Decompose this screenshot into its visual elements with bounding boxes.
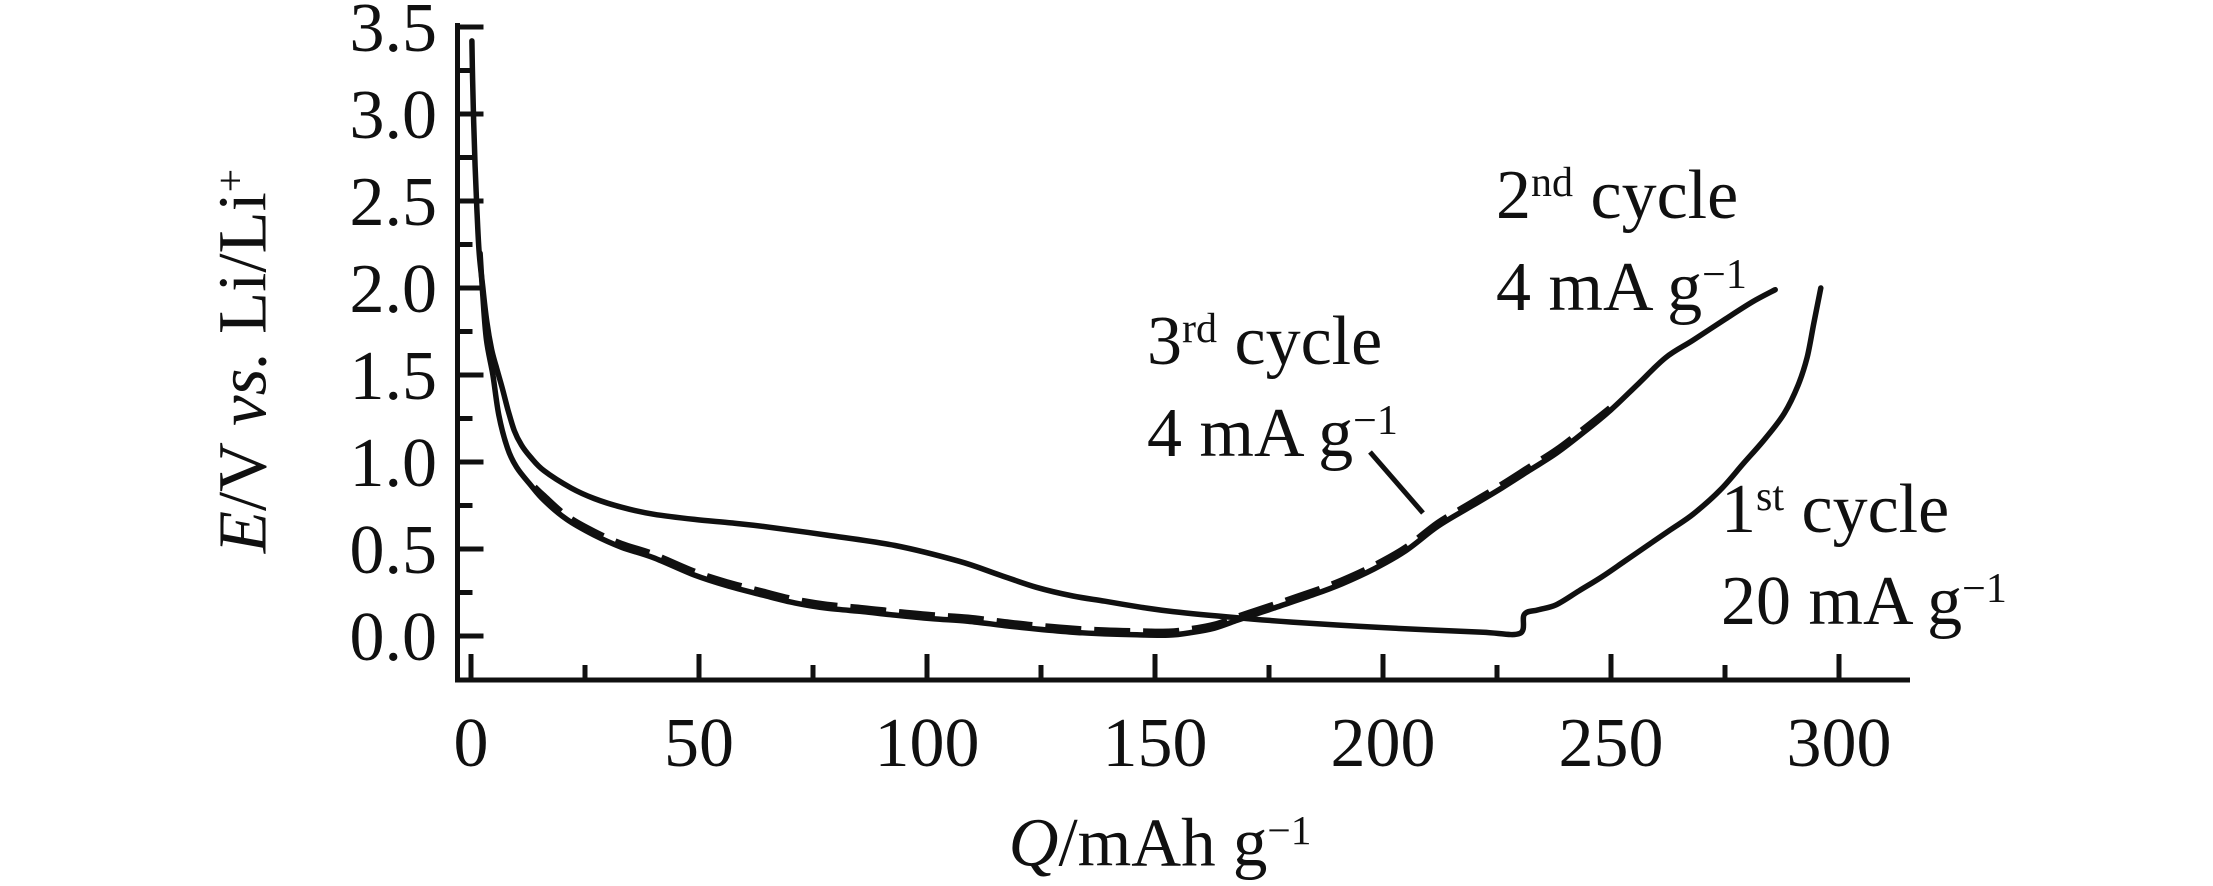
y-axis-label: E/V vs. Li/Li+	[204, 169, 283, 553]
annotation-2nd-cycle: 2nd cycle 4 mA g−1	[1496, 150, 1747, 334]
annotation-2nd-cycle-line2: 4 mA g−1	[1496, 242, 1747, 334]
x-axis-label-unit: /mAh g	[1058, 804, 1268, 881]
annotation-1st-num: 1	[1721, 471, 1756, 548]
annotation-2nd-cycle-word: cycle	[1573, 157, 1739, 234]
y-axis-tick-label: 3.5	[350, 0, 438, 67]
annotation-3rd-cycle: 3rd cycle 4 mA g−1	[1147, 296, 1398, 480]
annotation-3rd-cycle-line2: 4 mA g−1	[1147, 388, 1398, 480]
y-axis-label-sup: +	[206, 168, 253, 193]
annotation-2nd-num: 2	[1496, 157, 1531, 234]
annotation-3rd-rate-sup: −1	[1353, 398, 1398, 445]
annotation-2nd-rate-sup: −1	[1702, 252, 1747, 299]
annotation-2nd-ordinal: nd	[1531, 160, 1573, 207]
x-axis-tick-label: 200	[1331, 705, 1436, 782]
y-axis-label-E: E	[204, 511, 281, 554]
annotation-3rd-ordinal: rd	[1182, 306, 1217, 353]
x-axis-label-sup: −1	[1267, 806, 1312, 853]
annotation-1st-rate: 20 mA g	[1721, 563, 1963, 640]
annotation-3rd-cycle-word: cycle	[1217, 303, 1383, 380]
x-axis-label-Q: Q	[1008, 804, 1059, 881]
y-axis-label-vs: vs.	[204, 351, 281, 426]
annotation-1st-rate-sup: −1	[1962, 566, 2007, 613]
annotation-2nd-rate: 4 mA g	[1496, 249, 1703, 326]
annotation-3rd-rate: 4 mA g	[1147, 395, 1354, 472]
annotation-1st-ordinal: st	[1756, 474, 1785, 521]
annotation-3rd-leader-line	[1368, 450, 1425, 515]
y-axis-tick-label: 2.5	[350, 164, 438, 241]
curve-2nd-cycle	[477, 250, 1778, 638]
y-axis-tick-label: 1.5	[350, 338, 438, 415]
annotation-1st-cycle-line2: 20 mA g−1	[1721, 556, 2007, 648]
annotation-1st-cycle: 1st cycle 20 mA g−1	[1721, 464, 2007, 648]
annotation-3rd-cycle-line1: 3rd cycle	[1147, 296, 1398, 388]
y-axis-tick-label: 0.5	[350, 512, 438, 589]
annotation-1st-cycle-line1: 1st cycle	[1721, 464, 2007, 556]
y-axis-label-unit: /V	[204, 425, 281, 511]
x-axis-tick-label: 150	[1103, 705, 1208, 782]
x-axis-tick-label: 100	[875, 705, 980, 782]
curve-1st-cycle	[469, 38, 1824, 638]
y-axis-tick-label: 0.0	[350, 599, 438, 676]
curve-3rd-cycle	[532, 404, 1613, 635]
y-axis-label-li: Li/Li	[204, 192, 281, 352]
annotation-3rd-num: 3	[1147, 303, 1182, 380]
annotation-1st-cycle-word: cycle	[1784, 471, 1950, 548]
y-axis-tick-label: 3.0	[350, 77, 438, 154]
annotation-2nd-cycle-line1: 2nd cycle	[1496, 150, 1747, 242]
x-axis-tick-label: 0	[454, 705, 489, 782]
x-axis-tick-label: 50	[664, 705, 734, 782]
x-axis-tick-label: 300	[1787, 705, 1892, 782]
y-axis-tick-label: 2.0	[350, 251, 438, 328]
y-axis-tick-label: 1.0	[350, 425, 438, 502]
x-axis-tick-label: 250	[1559, 705, 1664, 782]
x-axis-label: Q/mAh g−1	[1009, 804, 1312, 883]
